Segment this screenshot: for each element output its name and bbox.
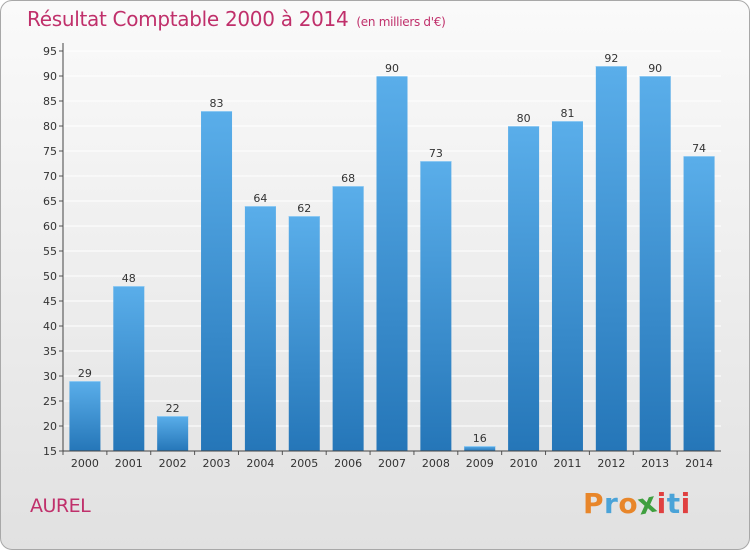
bar <box>288 216 320 451</box>
y-tick-label: 35 <box>43 345 57 358</box>
data-label: 62 <box>297 202 311 215</box>
axes <box>59 43 721 455</box>
y-tick-label: 90 <box>43 70 57 83</box>
y-tick-label: 20 <box>43 420 57 433</box>
data-label: 83 <box>210 97 224 110</box>
x-tick-label: 2005 <box>290 457 318 470</box>
bar <box>69 381 101 451</box>
y-tick-label: 50 <box>43 270 57 283</box>
y-tick-label: 55 <box>43 245 57 258</box>
data-label: 92 <box>604 52 618 65</box>
bars <box>69 66 715 451</box>
bar <box>376 76 408 451</box>
data-label: 22 <box>166 402 180 415</box>
chart-title: Résultat Comptable 2000 à 2014 (en millie… <box>27 7 446 31</box>
x-tick-label: 2013 <box>641 457 669 470</box>
bar <box>639 76 671 451</box>
y-tick-label: 65 <box>43 195 57 208</box>
y-tick-label: 95 <box>43 45 57 58</box>
logo-letter: i <box>656 487 667 520</box>
commune-name: AUREL <box>30 495 91 517</box>
bar <box>332 186 364 451</box>
data-label: 90 <box>648 62 662 75</box>
bar <box>157 416 189 451</box>
logo-letter: t <box>666 487 681 520</box>
y-tick-label: 30 <box>43 370 57 383</box>
data-label: 29 <box>78 367 92 380</box>
data-label: 68 <box>341 172 355 185</box>
x-tick-label: 2004 <box>246 457 274 470</box>
labels: 15 20 25 30 35 40 45 50 55 60 65 70 75 80 85 90 95 29 2000… <box>43 45 713 470</box>
bar <box>595 66 627 451</box>
chart-title-text: Résultat Comptable 2000 à 2014 <box>27 7 349 31</box>
bar <box>420 161 452 451</box>
y-tick-label: 15 <box>43 445 57 458</box>
y-tick-label: 85 <box>43 95 57 108</box>
y-tick-label: 40 <box>43 320 57 333</box>
x-tick-label: 2000 <box>71 457 99 470</box>
x-tick-label: 2006 <box>334 457 362 470</box>
x-tick-label: 2011 <box>553 457 581 470</box>
x-tick-label: 2007 <box>378 457 406 470</box>
x-tick-label: 2010 <box>510 457 538 470</box>
proxiti-logo: Proxiti <box>583 485 691 521</box>
y-tick-label: 80 <box>43 120 57 133</box>
data-label: 73 <box>429 147 443 160</box>
chart-subtitle: (en milliers d'€) <box>356 15 446 29</box>
data-label: 80 <box>517 112 531 125</box>
x-tick-label: 2014 <box>685 457 713 470</box>
data-label: 81 <box>560 107 574 120</box>
y-tick-label: 70 <box>43 170 57 183</box>
bar <box>508 126 540 451</box>
x-tick-label: 2012 <box>597 457 625 470</box>
bar <box>201 111 233 451</box>
bar <box>683 156 715 451</box>
x-tick-label: 2008 <box>422 457 450 470</box>
logo-letter: i <box>680 487 691 520</box>
data-label: 74 <box>692 142 706 155</box>
logo-letter: o <box>618 487 639 520</box>
y-tick-label: 60 <box>43 220 57 233</box>
data-label: 16 <box>473 432 487 445</box>
data-label: 48 <box>122 272 136 285</box>
bar <box>551 121 583 451</box>
data-label: 64 <box>253 192 267 205</box>
bar <box>244 206 276 451</box>
x-tick-label: 2001 <box>115 457 143 470</box>
y-tick-label: 25 <box>43 395 57 408</box>
x-tick-label: 2003 <box>203 457 231 470</box>
y-tick-label: 75 <box>43 145 57 158</box>
bar <box>113 286 145 451</box>
logo-letter: r <box>604 487 619 520</box>
y-tick-label: 45 <box>43 295 57 308</box>
logo-letter: P <box>583 487 605 520</box>
x-tick-label: 2002 <box>159 457 187 470</box>
bar <box>464 446 496 451</box>
data-label: 90 <box>385 62 399 75</box>
x-tick-label: 2009 <box>466 457 494 470</box>
